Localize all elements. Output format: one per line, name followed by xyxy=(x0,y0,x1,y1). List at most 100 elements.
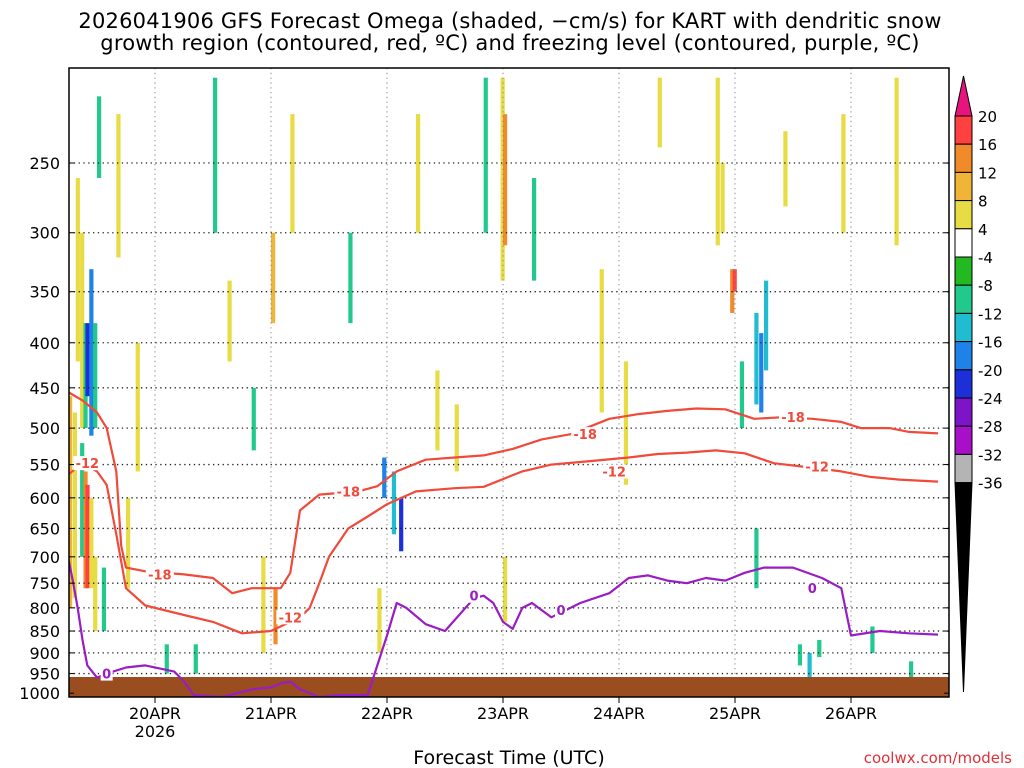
omega-cell xyxy=(93,556,98,632)
x-tick-label: 23APR xyxy=(477,704,529,723)
omega-cell xyxy=(273,588,278,645)
omega-cell xyxy=(503,114,508,246)
omega-shading-layer xyxy=(69,77,914,678)
omega-cell xyxy=(271,232,276,324)
colorbar: 20 16 12 8 4 -4 -8 -12 -16 -20 -24 -28 -32 -36 xyxy=(954,75,1003,693)
colorbar-bin xyxy=(954,143,973,173)
x-tick-sublabel: 2026 xyxy=(135,722,176,741)
omega-cell xyxy=(435,370,440,451)
omega-cell xyxy=(623,361,629,485)
omega-cell xyxy=(783,131,788,207)
omega-cell xyxy=(164,644,169,674)
omega-cell xyxy=(101,567,107,632)
credit-text: coolwx.com/models xyxy=(864,749,1012,767)
contour-red-minus18 xyxy=(69,391,939,595)
omega-cell xyxy=(193,644,198,674)
omega-cell xyxy=(657,77,662,148)
colorbar-label: 16 xyxy=(978,136,997,154)
colorbar-top-arrow xyxy=(954,75,973,117)
y-tick-label: 650 xyxy=(29,519,60,538)
omega-cell xyxy=(72,412,78,599)
colorbar-bin xyxy=(954,397,973,427)
colorbar-bin xyxy=(954,312,973,343)
omega-cell xyxy=(80,232,85,429)
x-tick-label: 20APR xyxy=(129,704,181,723)
contour-red-minus12 xyxy=(69,449,939,635)
y-tick-label: 450 xyxy=(29,379,60,398)
omega-cell xyxy=(261,556,266,653)
plot-background xyxy=(69,68,949,697)
colorbar-bin xyxy=(954,341,973,371)
chart-title-line-1: 2026041906 GFS Forecast Omega (shaded, −… xyxy=(78,9,941,33)
omega-cell xyxy=(290,114,295,233)
contour-label-bg xyxy=(600,464,629,479)
y-tick-label: 800 xyxy=(29,599,60,618)
omega-cell xyxy=(454,404,459,472)
omega-cell xyxy=(348,232,353,324)
contour-label-bg xyxy=(468,588,480,603)
contour-purple-zero xyxy=(69,556,939,697)
omega-cell xyxy=(715,77,720,246)
colorbar-label: -4 xyxy=(978,249,993,267)
contour-label-bg xyxy=(571,427,600,442)
contour-label: 0 xyxy=(469,590,478,605)
colorbar-bin xyxy=(954,171,973,202)
y-tick-label: 600 xyxy=(29,489,60,508)
colorbar-bin xyxy=(954,228,973,258)
omega-cell xyxy=(80,443,85,557)
omega-cell xyxy=(227,280,232,362)
colorbar-label: 8 xyxy=(978,193,988,211)
x-tick-label: 24APR xyxy=(593,704,645,723)
colorbar-bin xyxy=(954,369,973,399)
omega-cell xyxy=(720,163,725,233)
contour-label: -12 xyxy=(602,465,626,480)
colorbar-label: -28 xyxy=(978,418,1003,436)
contour-label-bg xyxy=(73,456,102,471)
omega-cell xyxy=(416,114,421,233)
colorbar-label: -20 xyxy=(978,362,1003,380)
contour-label-bg xyxy=(803,459,832,474)
colorbar-label: 4 xyxy=(978,221,988,239)
contour-label-bg xyxy=(806,581,819,596)
colorbar-label: -36 xyxy=(978,475,1003,493)
omega-cell xyxy=(483,77,488,233)
colorbar-bin xyxy=(954,115,973,145)
gridlines xyxy=(69,68,949,697)
colorbar-label: -16 xyxy=(978,334,1003,352)
plot-frame xyxy=(68,67,950,698)
omega-cell xyxy=(75,178,80,362)
omega-cell xyxy=(532,178,537,281)
omega-cell xyxy=(807,652,812,678)
contour-label: 0 xyxy=(556,604,565,619)
omega-cell xyxy=(841,114,846,233)
colorbar-label: 12 xyxy=(978,164,997,182)
contour-label: 0 xyxy=(102,668,111,683)
contour-label: -18 xyxy=(573,428,597,443)
colorbar-label: -12 xyxy=(978,305,1003,323)
omega-cell xyxy=(599,269,604,413)
chart-title-line-2: growth region (contoured, red, ºC) and f… xyxy=(100,31,919,55)
y-tick-label: 550 xyxy=(29,456,60,475)
omega-cell xyxy=(391,471,397,535)
y-tick-label: 900 xyxy=(29,644,60,663)
omega-cell xyxy=(377,588,382,653)
omega-cell xyxy=(797,644,803,666)
y-tick-label: 850 xyxy=(29,622,60,641)
contour-label-bg xyxy=(276,610,305,625)
colorbar-bottom-arrow xyxy=(954,482,973,693)
contour-label: -18 xyxy=(148,568,172,583)
omega-cell xyxy=(382,457,387,498)
y-tick-label: 950 xyxy=(29,665,60,684)
contour-label-bg xyxy=(334,484,363,499)
ground-surface xyxy=(69,677,949,697)
contour-label-bg xyxy=(145,567,174,582)
omega-cell xyxy=(754,528,759,589)
colorbar-bin xyxy=(954,200,973,230)
x-tick-label: 26APR xyxy=(825,704,877,723)
contour-label: -12 xyxy=(805,461,829,476)
y-tick-label: 700 xyxy=(29,548,60,567)
x-axis-title: Forecast Time (UTC) xyxy=(413,747,604,768)
y-axis: 250 300 350 400 450 500 550 600 650 700 750 800 850 9… xyxy=(19,154,949,703)
